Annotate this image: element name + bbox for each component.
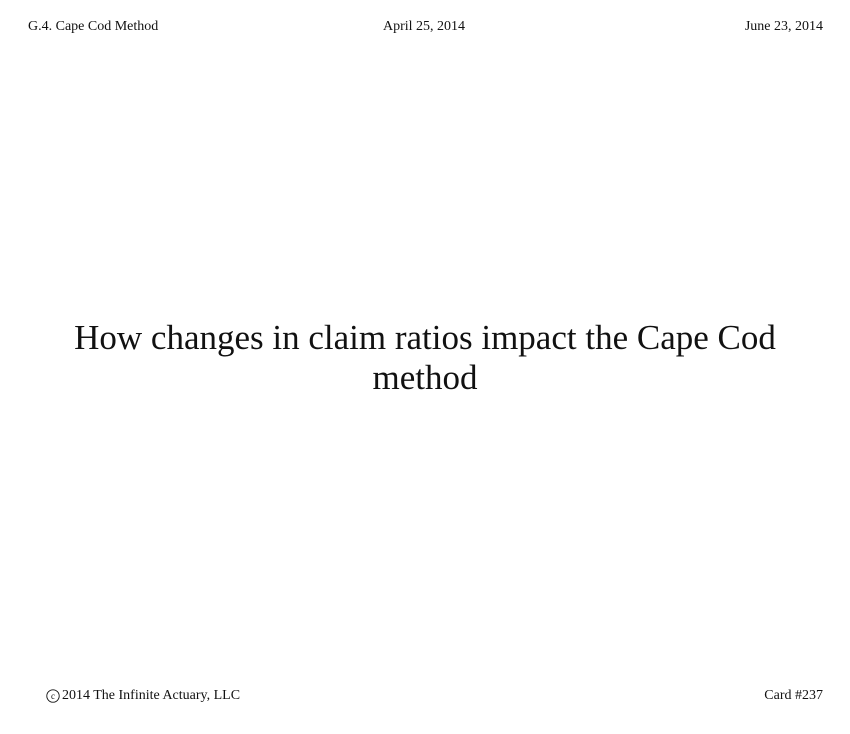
- updated-date: June 23, 2014: [744, 19, 823, 34]
- card-title: How changes in claim ratios impact the C…: [0, 318, 850, 398]
- copyright-icon: c: [46, 689, 60, 703]
- created-date: April 25, 2014: [383, 19, 466, 34]
- svg-text:c: c: [51, 691, 55, 701]
- copyright-notice: c 2014 The Infinite Actuary, LLC: [46, 687, 240, 705]
- card-number: Card #237: [764, 688, 823, 703]
- section-label: G.4. Cape Cod Method: [28, 19, 159, 34]
- card-title-line-1: How changes in claim ratios impact the C…: [74, 318, 776, 357]
- card-title-line-2: method: [372, 358, 478, 397]
- copyright-text: 2014 The Infinite Actuary, LLC: [62, 688, 241, 703]
